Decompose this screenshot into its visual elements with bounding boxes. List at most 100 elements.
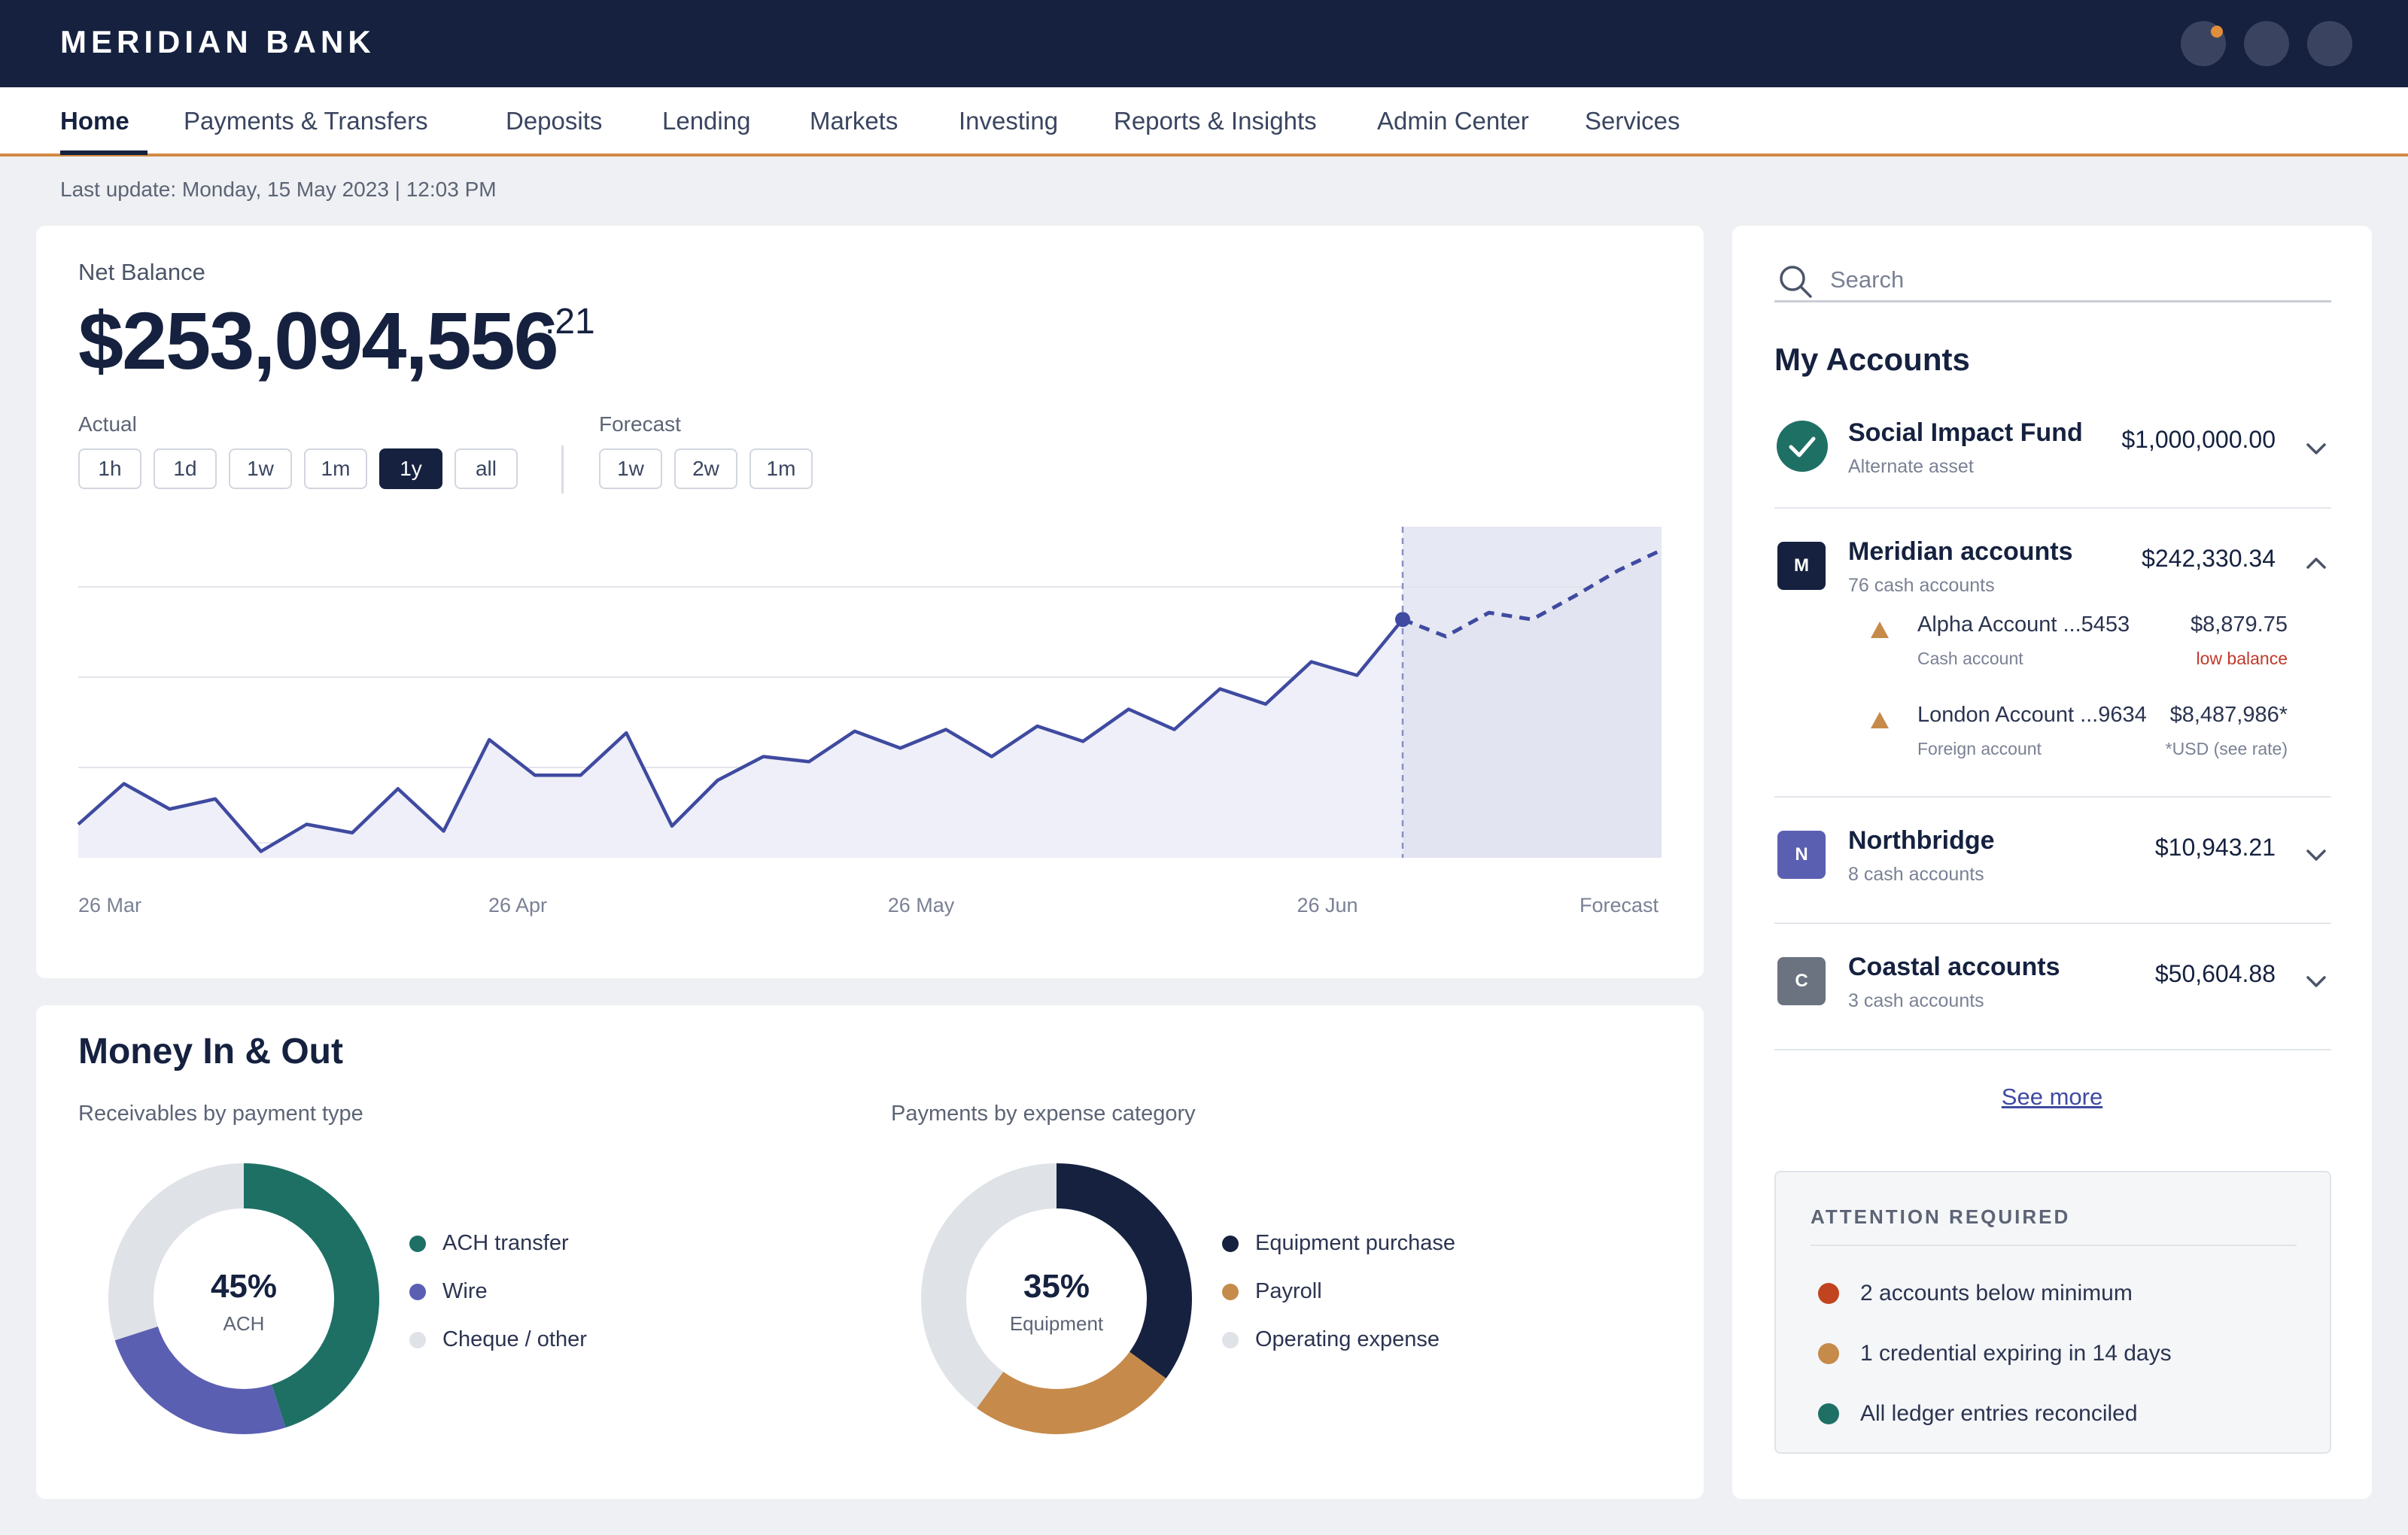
legend-item: Payroll: [1222, 1279, 1322, 1304]
user-avatar[interactable]: [2307, 21, 2352, 66]
chevron-up-icon[interactable]: [2304, 551, 2328, 575]
attention-item-text: 1 credential expiring in 14 days: [1860, 1341, 2172, 1366]
attention-item[interactable]: All ledger entries reconciled: [1818, 1401, 2138, 1427]
nav-item-home[interactable]: Home: [60, 107, 129, 135]
receivables-center-caption: ACH: [223, 1312, 265, 1335]
account-group-name[interactable]: Social Impact Fund: [1848, 418, 2083, 447]
attention-item[interactable]: 1 credential expiring in 14 days: [1818, 1341, 2172, 1366]
forecast-area: [1403, 550, 1662, 858]
range-1m-button[interactable]: 1m: [304, 448, 367, 489]
receivables-center-pct: 45%: [211, 1268, 277, 1305]
account-group-name[interactable]: Northbridge: [1848, 826, 1995, 855]
donut-segment: [921, 1163, 1192, 1434]
net-balance-card: Net Balance $253,094,556 .21 Actual Fore…: [36, 226, 1704, 978]
nav-item-lending[interactable]: Lending: [662, 107, 751, 135]
nav-item-reports-insights[interactable]: Reports & Insights: [1114, 107, 1317, 135]
nav-item-markets[interactable]: Markets: [810, 107, 898, 135]
attention-item[interactable]: 2 accounts below minimum: [1818, 1281, 2133, 1306]
forecast-range-label: Forecast: [599, 412, 681, 436]
legend-dot: [409, 1235, 426, 1252]
sub-account-type: Foreign account: [1917, 739, 2042, 758]
legend-dot: [409, 1283, 426, 1300]
money-in-out-card: Money In & Out Receivables by payment ty…: [36, 1005, 1704, 1499]
actual-series-line: [77, 618, 1404, 853]
account-badge: M: [1777, 542, 1826, 590]
range-1d-button[interactable]: 1d: [154, 448, 217, 489]
forecast-2w-button[interactable]: 2w: [674, 448, 737, 489]
account-group-amount: $242,330.34: [2142, 545, 2276, 572]
account-group-subtitle: 76 cash accounts: [1848, 575, 1995, 596]
range-1h-button[interactable]: 1h: [78, 448, 141, 489]
attention-item-text: All ledger entries reconciled: [1860, 1401, 2138, 1426]
legend-label: Cheque / other: [442, 1327, 587, 1351]
legend-item: Operating expense: [1222, 1327, 1440, 1352]
receivables-subtitle: Receivables by payment type: [78, 1102, 363, 1126]
forecast-1m-button[interactable]: 1m: [749, 448, 813, 489]
legend-item: Wire: [409, 1279, 488, 1304]
divider: [1774, 923, 2331, 924]
payments-center-caption: Equipment: [1010, 1312, 1104, 1335]
legend-label: Equipment purchase: [1255, 1231, 1455, 1255]
brand-logo[interactable]: MERIDIAN BANK: [60, 24, 375, 59]
divider: [1774, 796, 2331, 798]
actual-range-label: Actual: [78, 412, 137, 436]
nav-item-admin-center[interactable]: Admin Center: [1377, 107, 1529, 135]
net-balance-amount: $253,094,556: [78, 295, 559, 386]
nav-item-deposits[interactable]: Deposits: [506, 107, 603, 135]
legend-dot: [1222, 1283, 1239, 1300]
legend-label: Payroll: [1255, 1279, 1322, 1303]
payments-donut-chart: 35% Equipment: [921, 1163, 1192, 1434]
nav-item-investing[interactable]: Investing: [959, 107, 1059, 135]
actual-area: [78, 619, 1403, 858]
chevron-down-icon[interactable]: [2304, 843, 2328, 867]
legend-label: Wire: [442, 1279, 488, 1303]
search-icon[interactable]: [1777, 263, 1814, 299]
account-group-name[interactable]: Coastal accounts: [1848, 953, 2060, 981]
receivables-donut-chart: 45% ACH: [108, 1163, 379, 1434]
divider: [1811, 1245, 2297, 1246]
divider: [1774, 507, 2331, 509]
notifications-icon[interactable]: [2181, 21, 2226, 66]
help-icon[interactable]: [2244, 21, 2289, 66]
attention-item-text: 2 accounts below minimum: [1860, 1281, 2133, 1306]
sub-account-amount: $8,879.75: [2190, 612, 2288, 637]
account-group-name[interactable]: Meridian accounts: [1848, 537, 2073, 566]
main-nav: Home Payments & Transfers Deposits Lendi…: [0, 87, 2408, 157]
warning-triangle-icon: [1871, 712, 1889, 728]
chevron-down-icon[interactable]: [2304, 969, 2328, 993]
range-1y-button[interactable]: 1y: [379, 448, 442, 489]
active-tab-indicator: [60, 150, 147, 155]
current-value-point: [1395, 612, 1410, 628]
chevron-down-icon[interactable]: [2304, 436, 2328, 460]
range-1w-button[interactable]: 1w: [229, 448, 292, 489]
forecast-1w-button[interactable]: 1w: [599, 448, 662, 489]
receivables-segments: [108, 1163, 379, 1434]
account-group-subtitle: 8 cash accounts: [1848, 864, 1984, 885]
legend-dot: [1222, 1331, 1239, 1348]
x-tick-label: Forecast: [1579, 894, 1659, 916]
check-circle-icon: [1777, 421, 1828, 472]
x-tick-label: 26 Mar: [78, 894, 141, 916]
range-all-button[interactable]: all: [455, 448, 518, 489]
nav-item-services[interactable]: Services: [1585, 107, 1680, 135]
net-balance-label: Net Balance: [78, 259, 205, 285]
search-box[interactable]: [1774, 262, 2331, 302]
nav-item-payments-transfers[interactable]: Payments & Transfers: [184, 107, 428, 135]
search-input[interactable]: [1830, 265, 2312, 295]
status-dot: [1818, 1343, 1839, 1364]
legend-label: ACH transfer: [442, 1231, 569, 1255]
range-separator: [561, 445, 564, 494]
status-dot: [1818, 1283, 1839, 1304]
warning-triangle-icon: [1871, 622, 1889, 638]
forecast-series-line: [1402, 548, 1663, 639]
legend-item: ACH transfer: [409, 1231, 569, 1256]
legend-dot: [409, 1331, 426, 1348]
see-more-link[interactable]: See more: [2001, 1084, 2103, 1110]
sub-account-name[interactable]: Alpha Account ...5453: [1917, 612, 2130, 637]
divider: [1774, 1049, 2331, 1050]
notification-badge: [2211, 26, 2223, 38]
sub-account-name[interactable]: London Account ...9634: [1917, 703, 2147, 727]
net-balance-chart: 26 Mar 26 Apr 26 May 26 Jun Forecast: [77, 527, 1663, 916]
legend-item: Equipment purchase: [1222, 1231, 1455, 1256]
payments-segments: [921, 1163, 1192, 1434]
